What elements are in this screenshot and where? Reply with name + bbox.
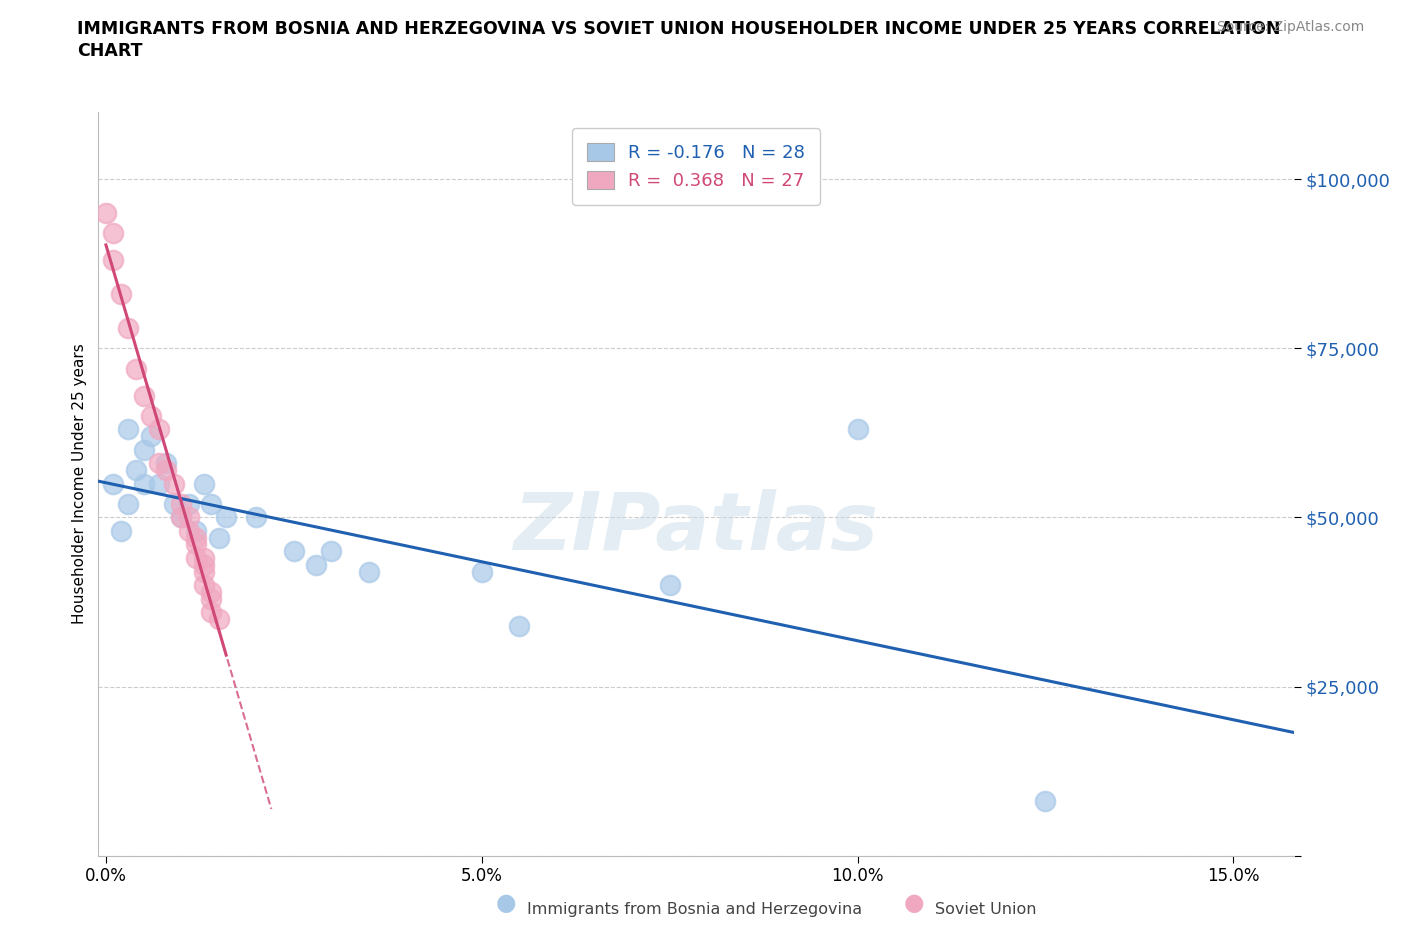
Point (117, 321, 139, 336)
Point (177, 524, 200, 538)
Point (162, 497, 184, 512)
Text: CHART: CHART (77, 42, 143, 60)
Point (148, 476, 170, 491)
Point (148, 422, 170, 437)
Point (155, 456, 177, 471)
Point (508, 618, 530, 633)
Text: ZIPatlas: ZIPatlas (513, 489, 879, 567)
Point (846, 422, 869, 437)
Point (200, 591, 222, 606)
Point (125, 462, 148, 477)
Point (170, 510, 193, 525)
Text: Immigrants from Bosnia and Herzegovina: Immigrants from Bosnia and Herzegovina (527, 902, 862, 917)
Point (132, 443, 155, 458)
Point (177, 497, 200, 512)
Point (305, 557, 328, 572)
Point (170, 510, 193, 525)
Point (184, 524, 207, 538)
Point (184, 530, 207, 545)
Point (117, 497, 139, 512)
Point (471, 565, 494, 579)
Point (1035, 794, 1057, 809)
Point (132, 388, 155, 403)
Point (184, 537, 207, 551)
Point (193, 557, 215, 572)
Y-axis label: Householder Income Under 25 years: Householder Income Under 25 years (72, 343, 87, 624)
Point (110, 524, 132, 538)
Text: Source: ZipAtlas.com: Source: ZipAtlas.com (1216, 20, 1364, 34)
Point (200, 604, 222, 619)
Point (208, 530, 231, 545)
Point (245, 510, 267, 525)
Point (125, 361, 148, 376)
Point (208, 611, 231, 626)
Point (177, 510, 200, 525)
Point (139, 429, 162, 444)
Point (193, 551, 215, 565)
Point (94, 206, 117, 220)
Point (357, 565, 380, 579)
Point (103, 476, 125, 491)
Point (132, 476, 155, 491)
Point (170, 497, 193, 512)
Text: IMMIGRANTS FROM BOSNIA AND HERZEGOVINA VS SOVIET UNION HOUSEHOLDER INCOME UNDER : IMMIGRANTS FROM BOSNIA AND HERZEGOVINA V… (77, 20, 1281, 38)
Point (155, 462, 177, 477)
Point (184, 551, 207, 565)
Text: ●: ● (496, 891, 516, 914)
Point (321, 544, 343, 559)
Point (103, 226, 125, 241)
Point (117, 422, 139, 437)
Point (200, 497, 222, 512)
Point (139, 408, 162, 423)
Text: Soviet Union: Soviet Union (935, 902, 1036, 917)
Point (193, 476, 215, 491)
Point (193, 578, 215, 592)
Text: ●: ● (904, 891, 924, 914)
Point (162, 476, 184, 491)
Point (103, 253, 125, 268)
Legend: R = -0.176   N = 28, R =  0.368   N = 27: R = -0.176 N = 28, R = 0.368 N = 27 (572, 128, 820, 205)
Point (110, 286, 132, 301)
Point (283, 544, 305, 559)
Point (193, 565, 215, 579)
Point (215, 510, 238, 525)
Point (200, 584, 222, 599)
Point (658, 578, 681, 592)
Point (148, 456, 170, 471)
